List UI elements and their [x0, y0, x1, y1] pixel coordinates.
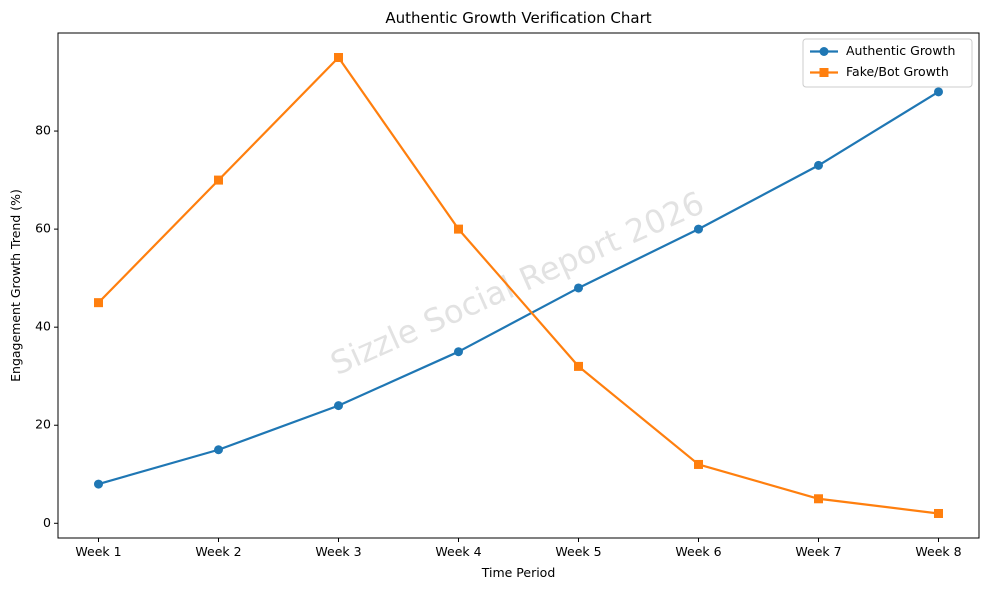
data-point: [454, 347, 463, 357]
data-point: [814, 160, 823, 170]
data-point: [814, 494, 823, 504]
data-point: [94, 479, 103, 489]
series-layer: [94, 53, 943, 518]
data-point: [694, 459, 703, 469]
data-point: [934, 508, 943, 518]
y-axis: 0 20 40 60 80: [35, 123, 58, 530]
legend-marker: [819, 68, 829, 77]
series-2: [94, 53, 943, 518]
x-tick-label: Week 6: [675, 544, 721, 559]
legend-marker: [819, 47, 829, 56]
data-point: [454, 224, 463, 234]
legend-item-2: Fake/Bot Growth: [810, 64, 949, 79]
y-tick-label: 80: [35, 123, 51, 138]
x-axis: Week 1 Week 2 Week 3 Week 4 Week 5 Week 6 Week…: [75, 538, 962, 559]
legend-label: Authentic Growth: [846, 43, 955, 58]
data-point: [214, 175, 223, 185]
data-point: [694, 224, 703, 234]
plot-frame: [57, 32, 980, 539]
x-tick-label: Week 7: [795, 544, 841, 559]
data-point: [334, 401, 343, 411]
legend-item-1: Authentic Growth: [810, 43, 955, 58]
data-point: [934, 87, 943, 97]
y-tick-label: 20: [35, 417, 51, 432]
watermark-text: Sizzle Social Report 2026: [325, 184, 710, 383]
y-tick-label: 40: [35, 319, 51, 334]
x-tick-label: Week 8: [915, 544, 961, 559]
chart-title: Authentic Growth Verification Chart: [385, 9, 651, 27]
x-tick-label: Week 4: [435, 544, 481, 559]
y-axis-label: Engagement Growth Trend (%): [8, 189, 23, 382]
series-1: [94, 87, 943, 489]
data-point: [94, 298, 103, 308]
data-point: [334, 53, 343, 63]
legend-box: [802, 38, 973, 88]
legend-label: Fake/Bot Growth: [846, 64, 949, 79]
legend: Authentic Growth Fake/Bot Growth: [802, 38, 973, 88]
x-tick-label: Week 3: [315, 544, 361, 559]
x-axis-label: Time Period: [481, 565, 556, 580]
x-tick-label: Week 5: [555, 544, 601, 559]
y-tick-label: 0: [43, 515, 51, 530]
series-line: [97, 56, 939, 515]
data-point: [574, 361, 583, 371]
series-line: [98, 90, 940, 486]
y-tick-label: 60: [35, 221, 51, 236]
data-point: [574, 283, 583, 293]
x-tick-label: Week 1: [75, 544, 121, 559]
data-point: [214, 445, 223, 455]
x-tick-label: Week 2: [195, 544, 241, 559]
